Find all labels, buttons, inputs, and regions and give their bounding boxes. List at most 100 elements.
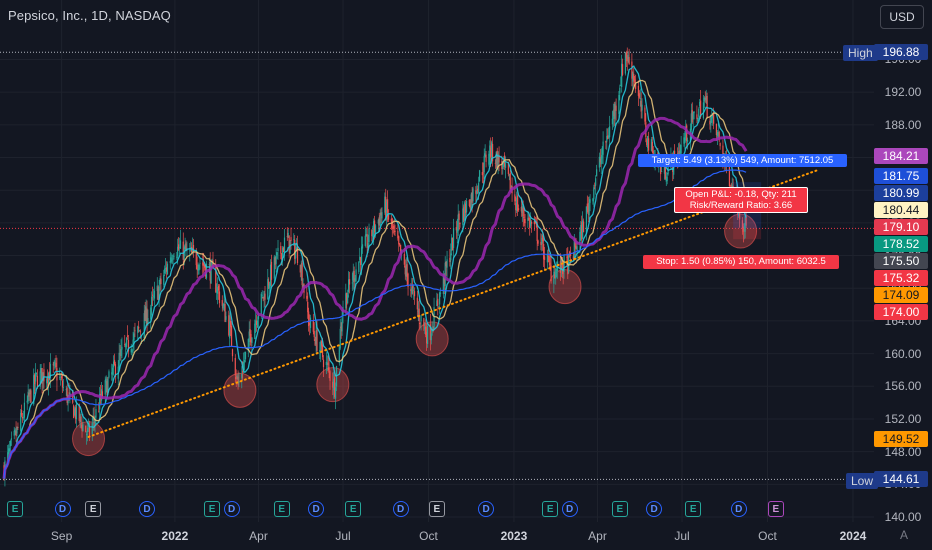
candle-body xyxy=(34,372,37,382)
candle-body xyxy=(442,274,444,295)
earnings-marker[interactable]: E xyxy=(345,501,362,517)
dividend-marker[interactable]: D xyxy=(223,501,240,517)
candle-body xyxy=(173,255,175,257)
dividend-marker[interactable]: D xyxy=(392,501,409,517)
candle-body xyxy=(73,405,75,419)
dividend-marker[interactable]: D xyxy=(54,501,71,517)
candle-body xyxy=(243,361,245,372)
candle-body xyxy=(478,182,480,193)
candle-body xyxy=(436,300,438,307)
price-label: 149.52 xyxy=(874,431,928,448)
candle-body xyxy=(601,155,603,159)
candle-body xyxy=(491,142,493,159)
candle-body xyxy=(223,303,225,306)
earnings-marker[interactable]: E xyxy=(273,501,290,517)
candle-body xyxy=(528,218,530,220)
earnings-marker[interactable]: E xyxy=(542,501,559,517)
candle-body xyxy=(550,265,552,282)
candle-body xyxy=(566,256,568,258)
candle-body xyxy=(139,330,141,332)
candle-body xyxy=(20,412,22,431)
earnings-marker[interactable]: E xyxy=(85,501,102,517)
dividend-marker[interactable]: D xyxy=(561,501,578,517)
candle-body xyxy=(569,251,571,255)
dividend-marker[interactable]: D xyxy=(308,501,325,517)
candle-body xyxy=(131,349,133,352)
earnings-marker[interactable]: E xyxy=(611,501,628,517)
candle-body xyxy=(691,110,693,123)
candle-body xyxy=(268,281,270,286)
auto-scale-button[interactable]: A xyxy=(900,528,909,542)
open-pl-text: Open P&L: -0.18, Qty: 211 xyxy=(685,189,797,200)
candle-body xyxy=(178,247,181,249)
candle-body xyxy=(351,282,353,284)
candle-body xyxy=(256,320,258,325)
candle-body xyxy=(709,120,711,125)
candle-body xyxy=(53,362,55,366)
price-label: 181.75 xyxy=(874,167,928,184)
candle-body xyxy=(394,230,396,233)
candle-body xyxy=(465,204,467,214)
dividend-marker[interactable]: D xyxy=(139,501,156,517)
trendline[interactable] xyxy=(87,168,820,438)
candle-body xyxy=(185,243,187,251)
candle-body xyxy=(638,93,640,98)
candle-body xyxy=(450,253,452,261)
candle-body xyxy=(306,295,308,299)
candle-body xyxy=(229,322,231,339)
candle-body xyxy=(522,208,524,217)
candle-body xyxy=(470,194,472,210)
dividend-marker[interactable]: D xyxy=(646,501,663,517)
candle-body xyxy=(477,188,479,191)
dividend-marker[interactable]: D xyxy=(478,501,495,517)
candle-body xyxy=(319,349,321,352)
candle-body xyxy=(165,267,167,269)
candle-body xyxy=(230,320,232,328)
candle-body xyxy=(502,161,504,168)
candle-body xyxy=(47,376,49,383)
candle-body xyxy=(355,269,357,282)
price-label: 180.99 xyxy=(874,184,928,201)
candle-body xyxy=(697,118,699,122)
dividend-marker[interactable]: D xyxy=(730,501,747,517)
candle-body xyxy=(390,218,392,222)
currency-selector[interactable]: USD xyxy=(880,5,924,29)
candle-body xyxy=(542,235,544,242)
candle-body xyxy=(543,244,545,260)
candle-body xyxy=(563,255,565,272)
candle-body xyxy=(700,100,702,118)
target-label[interactable]: Target: 5.49 (3.13%) 549, Amount: 7512.0… xyxy=(638,154,847,167)
open-pl-box[interactable]: Open P&L: -0.18, Qty: 211 Risk/Reward Ra… xyxy=(674,187,808,213)
candle-body xyxy=(425,326,427,335)
candle-body xyxy=(716,131,718,137)
candle-body xyxy=(118,352,120,369)
candle-body xyxy=(267,278,269,300)
stop-label[interactable]: Stop: 1.50 (0.85%) 150, Amount: 6032.5 xyxy=(643,255,839,269)
candle-body xyxy=(138,326,140,329)
candle-body xyxy=(263,291,265,298)
candle-body xyxy=(495,151,497,164)
candle-body xyxy=(52,364,54,366)
earnings-marker[interactable]: E xyxy=(204,501,221,517)
candle-body xyxy=(536,222,538,242)
candle-body xyxy=(464,202,466,221)
candle-body xyxy=(569,253,572,256)
candle-body xyxy=(308,323,311,326)
moving-average-line xyxy=(3,79,747,479)
candle-body xyxy=(699,102,701,107)
candle-body xyxy=(165,267,168,272)
candle-body xyxy=(739,210,741,220)
candle-body xyxy=(36,375,39,387)
earnings-marker[interactable]: E xyxy=(685,501,702,517)
earnings-marker[interactable]: E xyxy=(767,501,784,517)
candle-body xyxy=(646,139,648,146)
candle-body xyxy=(360,257,362,266)
candle-body xyxy=(146,308,148,325)
candle-body xyxy=(698,108,700,117)
candle-body xyxy=(481,172,483,176)
highlight-circle xyxy=(724,213,758,249)
candle-body xyxy=(605,140,607,143)
earnings-marker[interactable]: E xyxy=(7,501,24,517)
earnings-marker[interactable]: E xyxy=(428,501,445,517)
